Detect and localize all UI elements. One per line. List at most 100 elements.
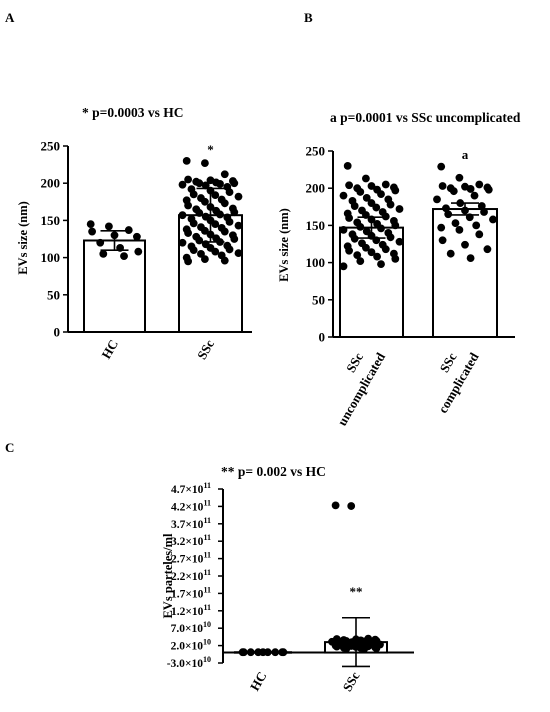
significance-marker: * [207,142,214,157]
data-point [201,197,209,206]
data-point [391,186,400,195]
y-tick-label: 0 [54,325,61,340]
data-point [477,202,486,210]
y-tick-label: 50 [312,292,325,307]
data-point [88,227,96,236]
data-point [189,246,198,255]
y-tick-label: 4.7×1011 [171,481,211,496]
data-point [356,188,365,196]
y-axis-label: EVs size (nm) [277,208,291,282]
y-tick-exponent: 11 [203,551,211,560]
y-axis-label: EVs size (nm) [16,201,30,275]
data-point [372,644,381,653]
data-point [438,236,447,245]
data-point [475,180,484,189]
data-point [444,210,453,219]
data-point [220,227,229,236]
data-point [362,243,370,252]
data-point [225,217,234,226]
y-tick-times: ×10 [185,501,203,513]
data-point [362,174,370,183]
data-point [350,234,359,243]
data-point [332,642,341,651]
y-tick-label: 2.0×1010 [171,638,211,653]
data-point [263,648,272,657]
data-point [239,648,248,657]
data-point [201,181,210,190]
y-tick-label: 7.0×1010 [171,620,211,635]
data-point [381,245,390,254]
data-point [86,220,95,229]
y-tick-times: ×10 [185,571,203,583]
data-point [472,221,481,230]
y-tick-times: ×10 [185,588,203,600]
data-point [386,200,395,209]
data-point [189,219,198,228]
data-point [220,256,229,265]
data-point [178,238,187,247]
data-point [339,225,348,234]
data-point [377,260,385,268]
y-tick-mantissa: 2.0 [171,641,186,653]
data-point [350,202,359,210]
data-point [449,187,458,196]
data-point [184,229,193,237]
y-tick-label: 3.7×1011 [171,516,211,531]
data-point [480,208,488,216]
data-point [362,193,371,202]
data-point [483,245,492,254]
panel-label: A [5,10,15,25]
data-point [230,208,239,217]
data-point [446,249,455,258]
y-tick-mantissa: 3.2 [171,536,186,548]
y-tick-exponent: 11 [203,516,211,525]
data-point [466,254,475,263]
data-point [216,180,224,188]
data-point [484,185,493,194]
data-point [184,201,193,210]
y-tick-label: 200 [41,176,61,191]
y-tick-times: ×10 [185,641,203,653]
y-tick-mantissa: 2.7 [171,554,186,566]
y-tick-exponent: 11 [203,481,211,490]
category-label: SSc [339,669,362,694]
data-point [271,648,280,657]
data-point [345,181,353,190]
data-point [395,237,404,246]
data-point [234,221,243,230]
data-point [195,179,204,188]
data-point [360,645,369,653]
y-tick-label: 2.2×1011 [171,568,211,583]
data-point [470,191,479,200]
y-tick-label: 50 [47,287,60,302]
y-tick-mantissa: 1.7 [171,588,186,600]
data-point [178,211,187,220]
data-point [184,257,193,266]
data-point [345,214,353,222]
data-point [433,195,441,204]
data-point [105,222,113,231]
annotation: * p=0.0003 vs HC [82,105,183,120]
y-tick-exponent: 11 [203,585,211,594]
category-label: HC [98,337,121,361]
y-tick-exponent: 11 [203,498,211,507]
data-point [345,246,353,255]
data-point [343,161,352,170]
y-tick-label: -3.0×1010 [167,655,211,670]
y-tick-times: ×10 [185,554,203,566]
y-tick-label: 250 [41,139,61,154]
significance-marker: a [462,147,469,162]
data-point [124,226,133,234]
y-tick-label: 1.2×1011 [171,603,211,618]
y-tick-label: 4.2×1011 [171,498,211,513]
data-point [339,262,348,271]
y-tick-exponent: 11 [203,533,211,542]
data-point [391,254,400,263]
data-point [201,255,209,263]
data-point [438,182,447,190]
annotation: ** p= 0.002 vs HC [221,464,326,479]
data-point [342,644,351,653]
data-point [216,210,224,219]
